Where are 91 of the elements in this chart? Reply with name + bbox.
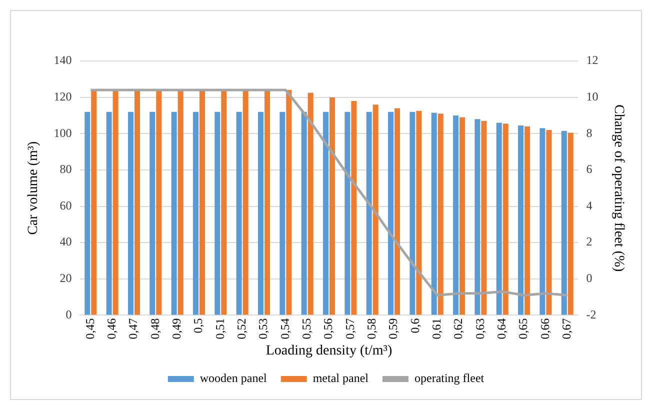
y2-tick-label: 6 [586,162,592,176]
bar [286,90,292,315]
y2-axis-title: Change of operating fleet (%) [610,104,626,272]
x-tick-label: 0,65 [516,318,530,340]
bar [199,90,205,315]
x-tick-label: 0,54 [278,318,292,340]
bar [561,130,567,315]
y-tick-label: 20 [60,271,72,286]
bar [178,90,184,315]
bar [171,112,177,315]
bar [372,104,378,315]
bar [344,112,350,315]
bar [134,90,140,315]
x-tick-label: 0,63 [472,318,487,340]
x-tick-label: 0,59 [386,318,400,340]
bar [416,110,422,315]
bar [438,114,444,315]
x-tick-label: 0,51 [212,318,227,340]
bar [236,112,242,315]
bar [431,112,437,315]
y2-tick-label: 8 [586,126,592,140]
bar [496,122,502,315]
bar [214,112,220,315]
y-tick-label: 140 [54,53,72,68]
y2-tick-label: -2 [586,307,596,322]
x-tick-label: 0,67 [560,318,574,340]
x-tick-label: 0,52 [234,318,248,340]
bar [106,112,112,315]
bar [308,92,314,315]
bar [112,90,118,315]
y2-tick-label: 2 [586,234,592,249]
legend-label: wooden panel [200,371,268,386]
bar [453,115,459,315]
bar [546,130,552,315]
bar [156,90,162,315]
y-tick-label: 60 [60,198,72,212]
y2-tick-label: 10 [586,89,598,104]
bar [524,126,530,315]
x-tick-label: 0,6 [408,318,422,334]
y-tick-label: 80 [60,162,72,176]
x-tick-label: 0,58 [364,318,378,340]
bar [329,97,336,315]
x-tick-label: 0,56 [321,318,336,340]
x-tick-label: 0,46 [104,318,118,340]
y2-tick-label: 0 [586,271,592,286]
x-tick-label: 0,62 [451,318,466,340]
y-axis-title: Car volume (m³) [26,140,42,235]
bar [221,90,227,315]
x-tick-label: 0,57 [342,318,357,340]
y-tick-label: 120 [54,89,72,104]
bar [388,112,394,315]
bar [410,112,416,315]
bar [460,117,466,315]
x-tick-label: 0,5 [191,318,206,334]
x-axis-title: Loading density (t/m³) [266,343,392,358]
y-tick-label: 40 [60,234,72,249]
bar [280,112,286,315]
bar [150,112,156,315]
y2-tick-label: 12 [586,53,598,68]
x-tick-label: 0,49 [169,318,184,340]
x-tick-label: 0,55 [299,318,314,340]
x-tick-label: 0,48 [148,318,162,340]
bar [264,90,270,315]
bar [128,112,134,315]
bar [518,125,524,315]
x-tick-label: 0,66 [538,318,552,340]
bar [242,90,248,315]
x-tick-label: 0,47 [126,318,140,340]
bar [394,108,400,315]
bar [568,132,574,315]
x-tick-label: 0,64 [494,318,509,340]
bar [301,112,307,315]
bar [192,112,198,315]
bar [84,112,90,315]
bar [351,100,357,315]
bar [91,90,97,315]
y2-tick-label: 4 [586,198,592,212]
x-tick-label: 0,61 [430,318,444,340]
bar [258,112,264,315]
bar [474,119,480,315]
legend-label: operating fleet [414,371,485,386]
bar [540,128,546,315]
y-tick-label: 0 [66,307,72,322]
bar [322,112,329,315]
legend-label: metal panel [312,371,370,386]
y-tick-label: 100 [54,126,72,140]
x-tick-label: 0,45 [82,318,97,340]
bar [366,112,372,315]
x-tick-label: 0,53 [256,318,270,340]
bar [502,124,508,315]
bar [481,120,487,315]
